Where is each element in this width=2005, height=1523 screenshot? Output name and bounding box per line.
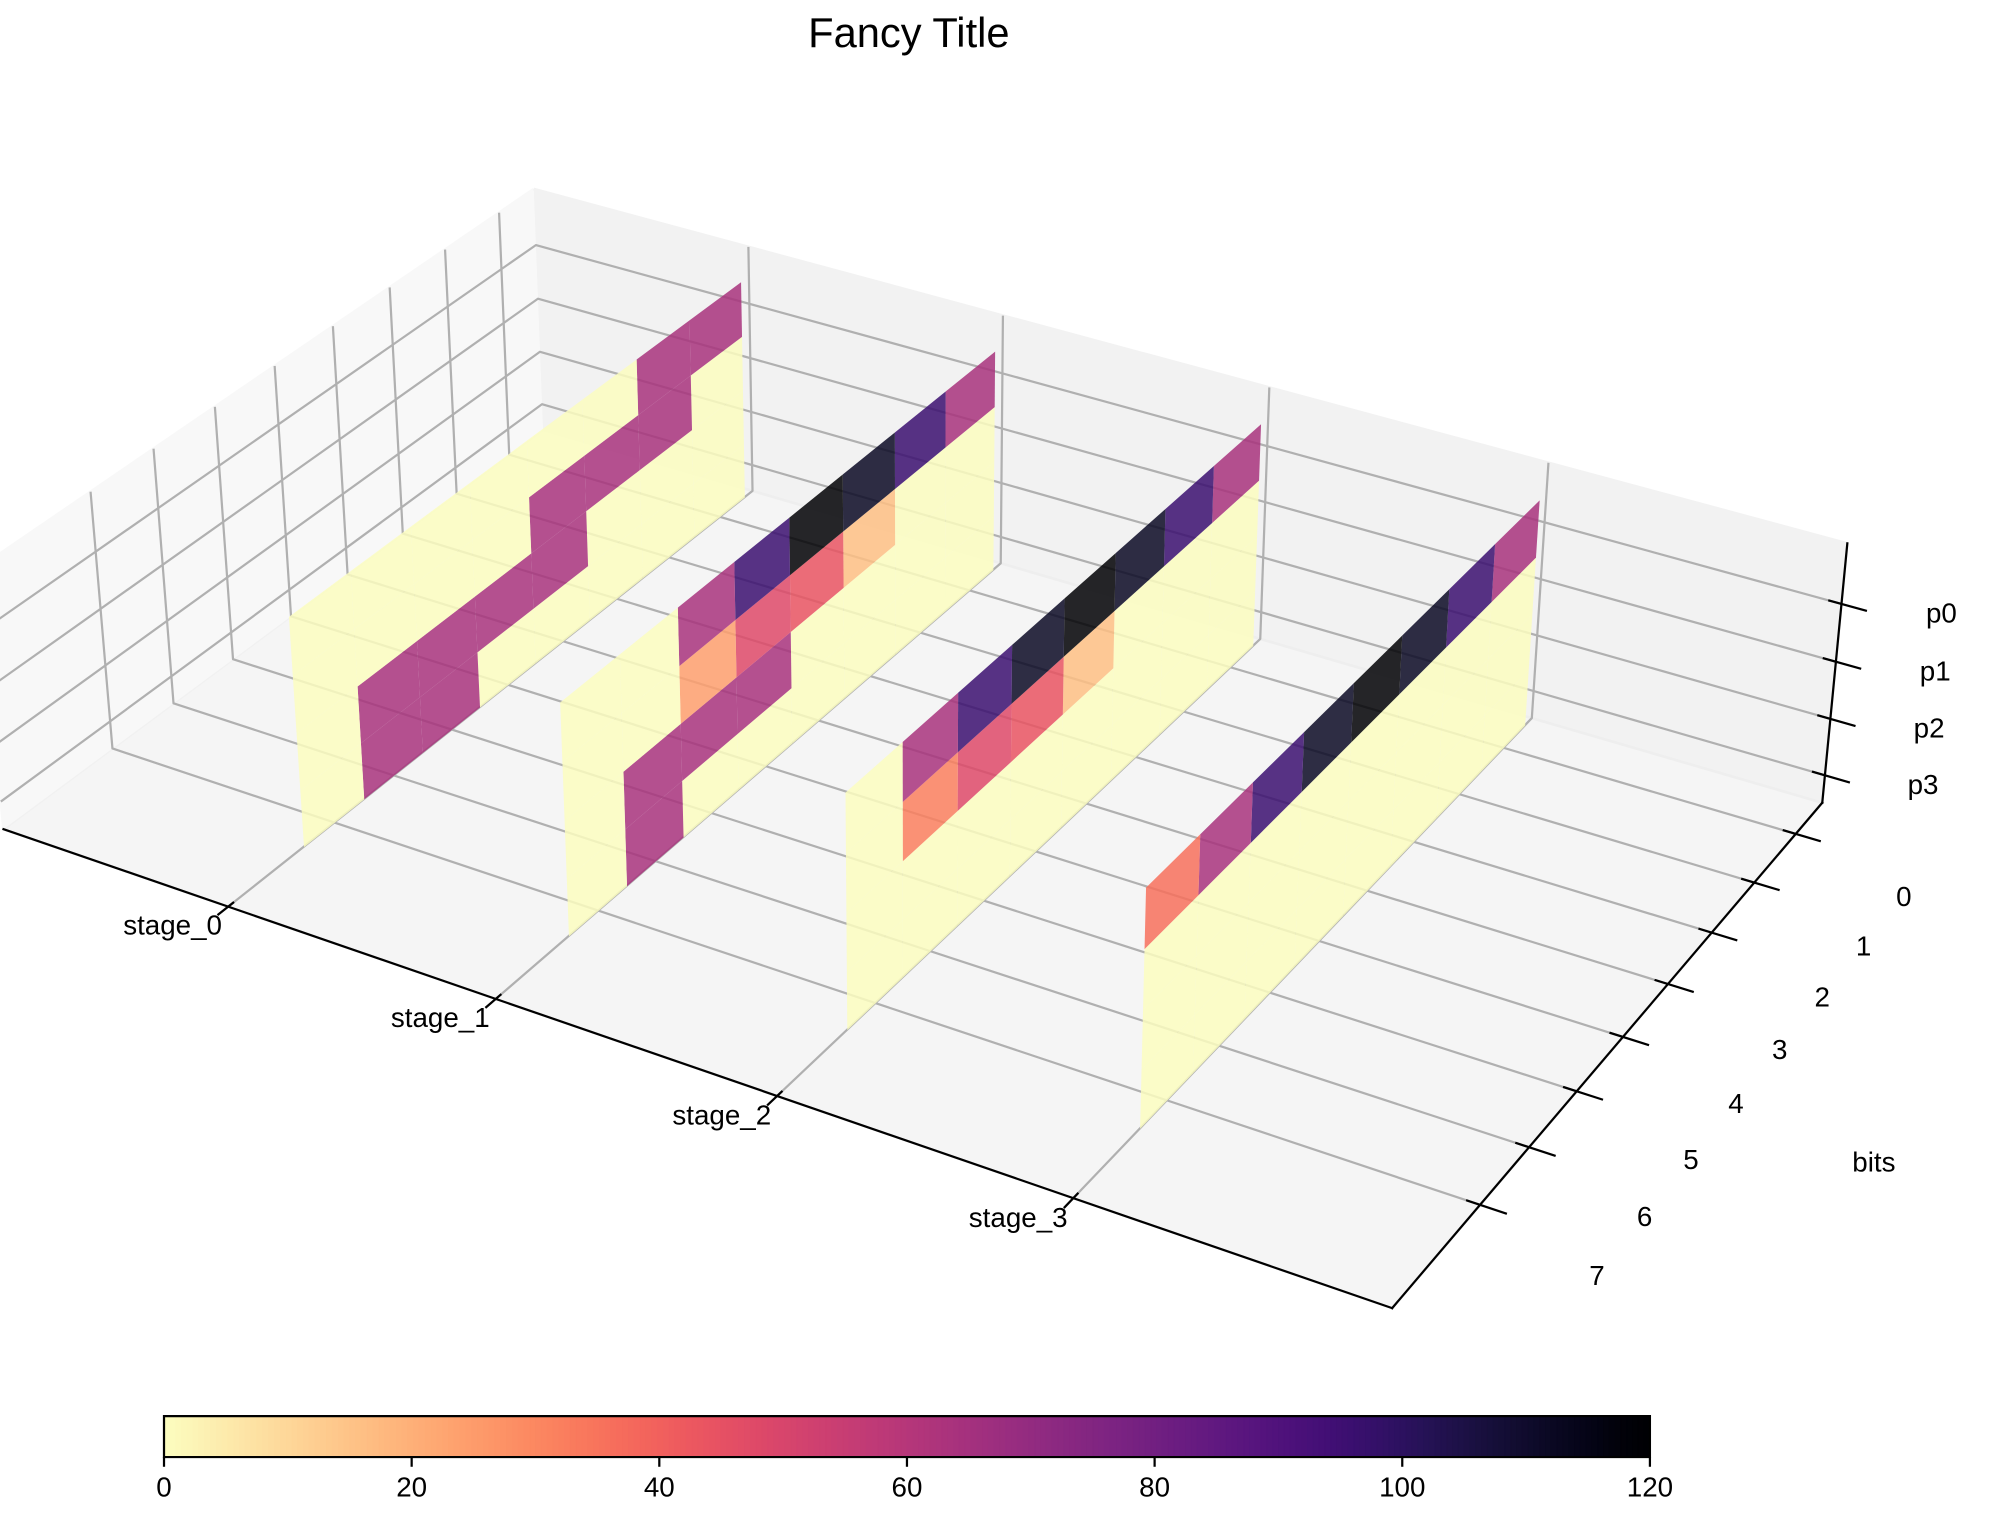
svg-text:60: 60 [892, 1472, 923, 1503]
svg-text:6: 6 [1637, 1201, 1652, 1232]
svg-text:Fancy Title: Fancy Title [808, 9, 1009, 56]
svg-text:p0: p0 [1926, 598, 1957, 629]
svg-text:bits: bits [1852, 1147, 1895, 1178]
svg-text:0: 0 [156, 1472, 171, 1503]
svg-text:stage_1: stage_1 [391, 1002, 490, 1033]
svg-text:40: 40 [644, 1472, 675, 1503]
svg-text:5: 5 [1683, 1144, 1698, 1175]
svg-text:p2: p2 [1914, 713, 1945, 744]
svg-text:stage_3: stage_3 [969, 1202, 1068, 1233]
svg-text:120: 120 [1627, 1472, 1673, 1503]
svg-text:20: 20 [396, 1472, 427, 1503]
svg-text:7: 7 [1589, 1260, 1604, 1291]
svg-text:p1: p1 [1920, 656, 1951, 687]
svg-text:3: 3 [1772, 1034, 1787, 1065]
svg-text:80: 80 [1139, 1472, 1170, 1503]
svg-text:p3: p3 [1908, 769, 1939, 800]
svg-text:stage_2: stage_2 [672, 1100, 771, 1131]
svg-text:4: 4 [1728, 1088, 1743, 1119]
svg-text:1: 1 [1856, 931, 1871, 962]
svg-text:stage_0: stage_0 [123, 910, 222, 941]
svg-text:100: 100 [1379, 1472, 1425, 1503]
svg-text:0: 0 [1896, 881, 1911, 912]
svg-text:2: 2 [1814, 982, 1829, 1013]
